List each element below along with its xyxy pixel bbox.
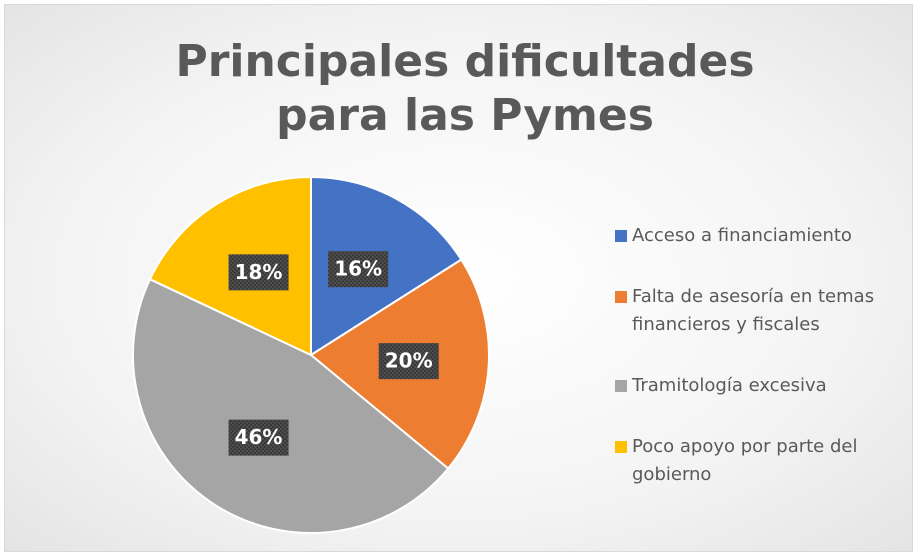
legend-label: Falta de asesoría en temas financieros y… xyxy=(632,285,875,335)
legend-entry: Poco apoyo por parte del gobierno xyxy=(615,433,905,489)
data-label: 46% xyxy=(235,425,283,449)
legend-label: Poco apoyo por parte del gobierno xyxy=(632,435,858,485)
legend-label: Acceso a financiamiento xyxy=(632,224,852,246)
label-box xyxy=(378,343,439,380)
legend-label: Tramitología excesiva xyxy=(632,374,827,396)
chart-title: Principales dificultades para las Pymes xyxy=(175,36,755,141)
label-box xyxy=(328,251,389,288)
legend-entry: Falta de asesoría en temas financieros y… xyxy=(615,283,905,339)
data-label: 16% xyxy=(334,257,382,281)
data-label: 20% xyxy=(385,349,433,373)
pie-slice xyxy=(132,277,450,534)
legend-swatch xyxy=(615,440,627,453)
label-box xyxy=(228,254,289,291)
label-box xyxy=(228,419,289,456)
legend-entry: Tramitología excesiva xyxy=(615,372,905,400)
legend-swatch xyxy=(615,229,627,242)
data-label: 18% xyxy=(235,260,283,284)
legend-entry: Acceso a financiamiento xyxy=(615,222,905,250)
legend-swatch xyxy=(615,379,627,392)
legend: Acceso a financiamiento Falta de asesoría… xyxy=(615,205,905,505)
legend-swatch xyxy=(615,290,627,303)
